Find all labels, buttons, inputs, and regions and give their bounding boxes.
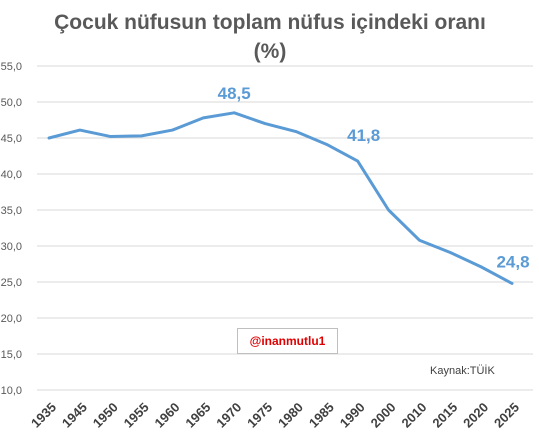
series-layer <box>47 111 514 285</box>
x-tick-label: 2000 <box>368 400 399 431</box>
x-tick-label: 1945 <box>59 400 90 431</box>
x-tick-label: 1955 <box>121 400 152 431</box>
y-tick-label: 35,0 <box>1 205 22 217</box>
x-tick-label: 2010 <box>398 400 429 431</box>
gridlines <box>37 65 533 391</box>
x-tick-label: 1985 <box>306 400 337 431</box>
chart-subtitle: (%) <box>254 40 287 63</box>
x-axis-ticks: 1935 1945 1950 1955 1960 1965 1970 1975 1980 1985… <box>28 400 522 431</box>
x-tick-label: 1960 <box>152 400 183 431</box>
y-tick-label: 10,0 <box>1 385 22 397</box>
y-tick-label: 15,0 <box>1 349 22 361</box>
source-note: Kaynak:TÜİK <box>430 364 495 377</box>
watermark: @inanmutlu1 <box>237 328 338 354</box>
x-tick-label: 1975 <box>244 400 275 431</box>
y-tick-label: 30,0 <box>1 241 22 253</box>
data-label: 24,8 <box>496 252 529 271</box>
x-tick-label: 1990 <box>337 400 368 431</box>
y-tick-label: 20,0 <box>1 313 22 325</box>
x-tick-label: 2015 <box>429 400 460 431</box>
data-label: 41,8 <box>347 126 380 145</box>
data-label: 48,5 <box>218 84 251 103</box>
x-tick-label: 1980 <box>275 400 306 431</box>
data-labels: 48,5 41,8 24,8 <box>218 84 530 272</box>
y-axis-ticks: 10,0 15,0 20,0 25,0 30,0 35,0 40,0 45,0 50,0 55,0 <box>1 61 22 397</box>
series-line <box>47 111 514 285</box>
y-tick-label: 25,0 <box>1 277 22 289</box>
x-tick-label: 1965 <box>182 400 213 431</box>
x-tick-label: 2020 <box>460 400 491 431</box>
x-tick-label: 2025 <box>491 400 522 431</box>
x-tick-label: 1950 <box>90 400 121 431</box>
y-tick-label: 50,0 <box>1 97 22 109</box>
chart-title: Çocuk nüfusun toplam nüfus içindeki oran… <box>54 11 486 34</box>
y-tick-label: 55,0 <box>1 61 22 73</box>
x-tick-label: 1935 <box>28 400 59 431</box>
x-tick-label: 1970 <box>213 400 244 431</box>
y-tick-label: 45,0 <box>1 133 22 145</box>
y-tick-label: 40,0 <box>1 169 22 181</box>
